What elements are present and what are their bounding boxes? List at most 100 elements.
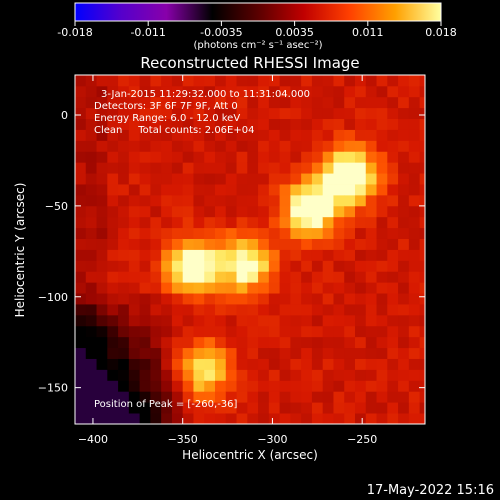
heatmap-cell bbox=[193, 325, 205, 338]
heatmap-cell bbox=[225, 162, 237, 174]
heatmap-cell bbox=[236, 173, 248, 185]
heatmap-cell bbox=[193, 194, 205, 207]
heatmap-cell bbox=[376, 227, 388, 239]
heatmap-cell bbox=[161, 314, 173, 327]
heatmap-cell bbox=[398, 380, 410, 392]
heatmap-cell bbox=[301, 325, 313, 338]
heatmap-cell bbox=[408, 118, 421, 130]
heatmap-cell bbox=[311, 194, 324, 207]
heatmap-cell bbox=[139, 151, 151, 163]
heatmap-cell bbox=[322, 75, 334, 87]
heatmap-cell bbox=[301, 358, 313, 370]
heatmap-cell bbox=[150, 413, 162, 424]
heatmap-cell bbox=[182, 391, 194, 403]
heatmap-cell bbox=[387, 227, 399, 239]
heatmap-cell bbox=[171, 216, 184, 229]
heatmap-cell bbox=[387, 107, 399, 120]
heatmap-cell bbox=[75, 380, 87, 392]
heatmap-cell bbox=[215, 336, 227, 349]
heatmap-cell bbox=[128, 304, 141, 316]
heatmap-cell bbox=[107, 402, 119, 414]
heatmap-cell bbox=[408, 184, 421, 196]
heatmap-cell bbox=[161, 194, 173, 207]
heatmap-cell bbox=[333, 402, 345, 414]
heatmap-cell bbox=[171, 413, 184, 424]
heatmap-cell bbox=[118, 118, 130, 130]
heatmap-cell bbox=[344, 140, 356, 152]
heatmap-cell bbox=[150, 282, 162, 294]
heatmap-cell bbox=[408, 369, 421, 381]
heatmap-cell bbox=[107, 336, 119, 349]
heatmap-cell bbox=[215, 249, 227, 261]
heatmap-cell bbox=[258, 369, 270, 381]
heatmap-cell bbox=[355, 75, 367, 87]
heatmap-cell bbox=[419, 336, 425, 349]
heatmap-cell bbox=[118, 249, 130, 261]
colorbar-tick-label: -0.018 bbox=[57, 26, 92, 39]
heatmap-cell bbox=[290, 216, 302, 229]
heatmap-cell bbox=[311, 271, 324, 283]
heatmap-cell bbox=[236, 380, 248, 392]
heatmap-cell bbox=[279, 173, 291, 185]
heatmap-cell bbox=[139, 271, 151, 283]
x-tick-label: −300 bbox=[257, 433, 287, 446]
heatmap-cell bbox=[301, 173, 313, 185]
heatmap-cell bbox=[258, 380, 270, 392]
heatmap-cell bbox=[215, 380, 227, 392]
heatmap-cell bbox=[225, 260, 237, 272]
heatmap-cell bbox=[344, 194, 356, 207]
heatmap-cell bbox=[268, 238, 281, 250]
heatmap-cell bbox=[290, 96, 302, 109]
heatmap-cell bbox=[225, 282, 237, 294]
heatmap-cell bbox=[408, 249, 421, 261]
heatmap-cell bbox=[322, 369, 334, 381]
heatmap-cell bbox=[355, 249, 367, 261]
heatmap-cell bbox=[419, 314, 425, 327]
annotation-detectors: Detectors: 3F 6F 7F 9F, Att 0 bbox=[94, 101, 238, 112]
heatmap-cell bbox=[128, 260, 141, 272]
heatmap-cell bbox=[118, 140, 130, 152]
heatmap-cell bbox=[268, 194, 281, 207]
heatmap-cell bbox=[247, 249, 259, 261]
heatmap-cell bbox=[204, 96, 216, 109]
heatmap-cell bbox=[193, 184, 205, 196]
heatmap-cell bbox=[311, 184, 324, 196]
heatmap-cell bbox=[387, 358, 399, 370]
heatmap-cell bbox=[182, 314, 194, 327]
heatmap-cell bbox=[333, 184, 345, 196]
heatmap-cell bbox=[344, 249, 356, 261]
heatmap-cell bbox=[236, 107, 248, 120]
heatmap-cell bbox=[215, 96, 227, 109]
heatmap-cell bbox=[311, 216, 324, 229]
heatmap-cell bbox=[387, 391, 399, 403]
heatmap-cell bbox=[247, 107, 259, 120]
heatmap-cell bbox=[118, 347, 130, 359]
heatmap-cell bbox=[236, 118, 248, 130]
heatmap-cell bbox=[268, 184, 281, 196]
heatmap-cell bbox=[398, 413, 410, 424]
heatmap-cell bbox=[419, 271, 425, 283]
heatmap-cell bbox=[290, 336, 302, 349]
heatmap-cell bbox=[268, 96, 281, 109]
heatmap-cell bbox=[96, 271, 108, 283]
heatmap-cell bbox=[376, 194, 388, 207]
heatmap-cell bbox=[96, 216, 108, 229]
heatmap-cell bbox=[398, 391, 410, 403]
heatmap-cell bbox=[107, 293, 119, 305]
heatmap-cell bbox=[408, 402, 421, 414]
heatmap-cell bbox=[279, 118, 291, 130]
x-tick-label: −250 bbox=[347, 433, 377, 446]
heatmap-cell bbox=[161, 304, 173, 316]
heatmap-cell bbox=[139, 107, 151, 120]
heatmap-cell bbox=[247, 162, 259, 174]
heatmap-cell bbox=[290, 107, 302, 120]
heatmap-cell bbox=[322, 260, 334, 272]
heatmap-cell bbox=[182, 118, 194, 130]
heatmap-cell bbox=[322, 380, 334, 392]
heatmap-cell bbox=[322, 118, 334, 130]
annotation-peak-position: Position of Peak = [-260,-36] bbox=[94, 399, 238, 410]
heatmap-cell bbox=[236, 282, 248, 294]
heatmap-cell bbox=[193, 369, 205, 381]
heatmap-cell bbox=[279, 205, 291, 218]
heatmap-cell bbox=[128, 271, 141, 283]
